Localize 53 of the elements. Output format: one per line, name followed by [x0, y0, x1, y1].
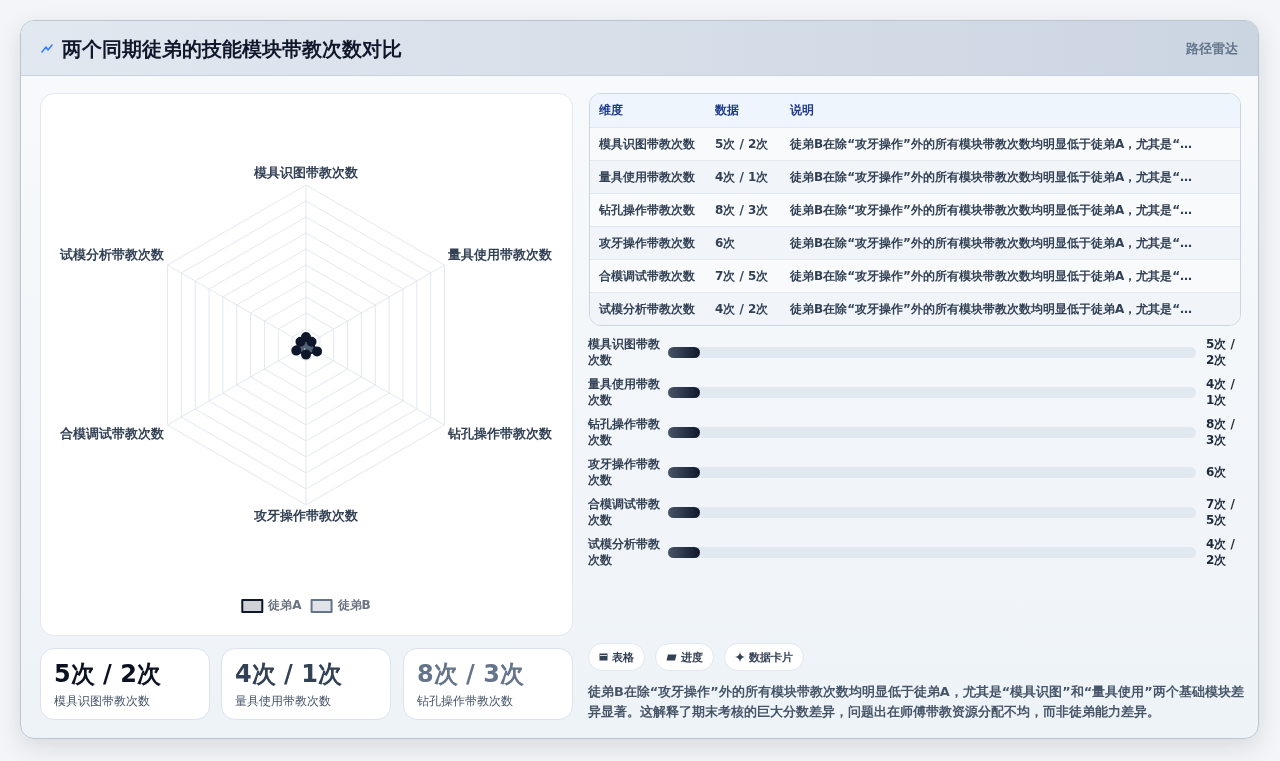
- category-label: 维度: [598, 102, 624, 119]
- category-label: 量具使用带教次数: [235, 693, 331, 709]
- category-label: 模具识图带教次数: [54, 693, 150, 709]
- category-label: 攻牙操作带教次数: [588, 456, 661, 488]
- text: 路径雷达: [1186, 40, 1238, 58]
- text: 徒弟B在除“攻牙操作”外的所有模块带教次数均明显低于徒弟A，尤其是“…: [790, 135, 1194, 153]
- text: 7次 / 5次: [715, 267, 770, 285]
- text: 8次 / 3次: [715, 201, 770, 219]
- spoke-label: 钻孔操作带教次数: [447, 426, 553, 442]
- legend-label: 徒弟A: [267, 598, 303, 613]
- text: 徒弟B在除“攻牙操作”外的所有模块带教次数均明显低于徒弟A，尤其是“…: [790, 168, 1194, 186]
- text: 两个同期徒弟的技能模块带教次数对比: [62, 37, 402, 61]
- text: 徒弟B在除“攻牙操作”外的所有模块带教次数均明显低于徒弟A，尤其是“…: [790, 300, 1194, 318]
- spoke-label: 模具识图带教次数: [253, 164, 359, 180]
- category-label: 数据卡片: [749, 649, 793, 665]
- text: 合模调试带教次数: [598, 267, 696, 285]
- category-label: 说明: [790, 102, 815, 119]
- spoke-label: 合模调试带教次数: [59, 426, 165, 442]
- text: 徒弟B在除“攻牙操作”外的所有模块带教次数均明显低于徒弟A，尤其是“…: [790, 201, 1194, 219]
- text: 4次 / 2次: [1206, 536, 1236, 568]
- category-label: 钻孔操作带教次数: [588, 416, 661, 448]
- category-label: 进度: [681, 649, 703, 665]
- text: 8次 / 3次: [417, 659, 524, 689]
- category-label: 合模调试带教次数: [588, 496, 661, 528]
- category-label: 模具识图带教次数: [588, 336, 661, 368]
- category-label: 钻孔操作带教次数: [417, 693, 513, 709]
- text: 试模分析带教次数: [598, 300, 696, 318]
- text: 4次 / 2次: [715, 300, 770, 318]
- text: 6次: [715, 234, 737, 252]
- text: 4次 / 1次: [1206, 376, 1236, 408]
- text: 6次: [1206, 464, 1228, 480]
- text: 7次 / 5次: [1206, 496, 1236, 528]
- text: 量具使用带教次数: [598, 168, 696, 186]
- category-label: 量具使用带教次数: [588, 376, 661, 408]
- text: 4次 / 1次: [235, 659, 342, 689]
- text: 攻牙操作带教次数: [598, 234, 696, 252]
- text: 徒弟B在除“攻牙操作”外的所有模块带教次数均明显低于徒弟A，尤其是“…: [790, 267, 1194, 285]
- spoke-label: 试模分析带教次数: [59, 246, 165, 262]
- spoke-label: 量具使用带教次数: [447, 246, 553, 262]
- text: 8次 / 3次: [1206, 416, 1236, 448]
- spoke-label: 攻牙操作带教次数: [253, 508, 359, 524]
- category-label: 表格: [612, 649, 634, 665]
- text: 5次 / 2次: [715, 135, 770, 153]
- category-label: 试模分析带教次数: [588, 536, 661, 568]
- text: 5次 / 2次: [54, 659, 161, 689]
- text: 5次 / 2次: [1206, 336, 1236, 368]
- text: 钻孔操作带教次数: [598, 201, 696, 219]
- text: 徒弟B在除“攻牙操作”外的所有模块带教次数均明显低于徒弟A，尤其是“…: [790, 234, 1194, 252]
- category-label: 数据: [715, 102, 740, 119]
- text: 模具识图带教次数: [598, 135, 696, 153]
- text: 徒弟B在除“攻牙操作”外的所有模块带教次数均明显低于徒弟A，尤其是“模具识图”和“量具使用”两个基础模块差异显著。这解释了期末考核的巨大分数差异，问题出在师傅带教资源分配不均，而非徒弟能力差异。: [588, 683, 1245, 721]
- text: 4次 / 1次: [715, 168, 770, 186]
- legend-label: 徒弟B: [336, 598, 371, 613]
